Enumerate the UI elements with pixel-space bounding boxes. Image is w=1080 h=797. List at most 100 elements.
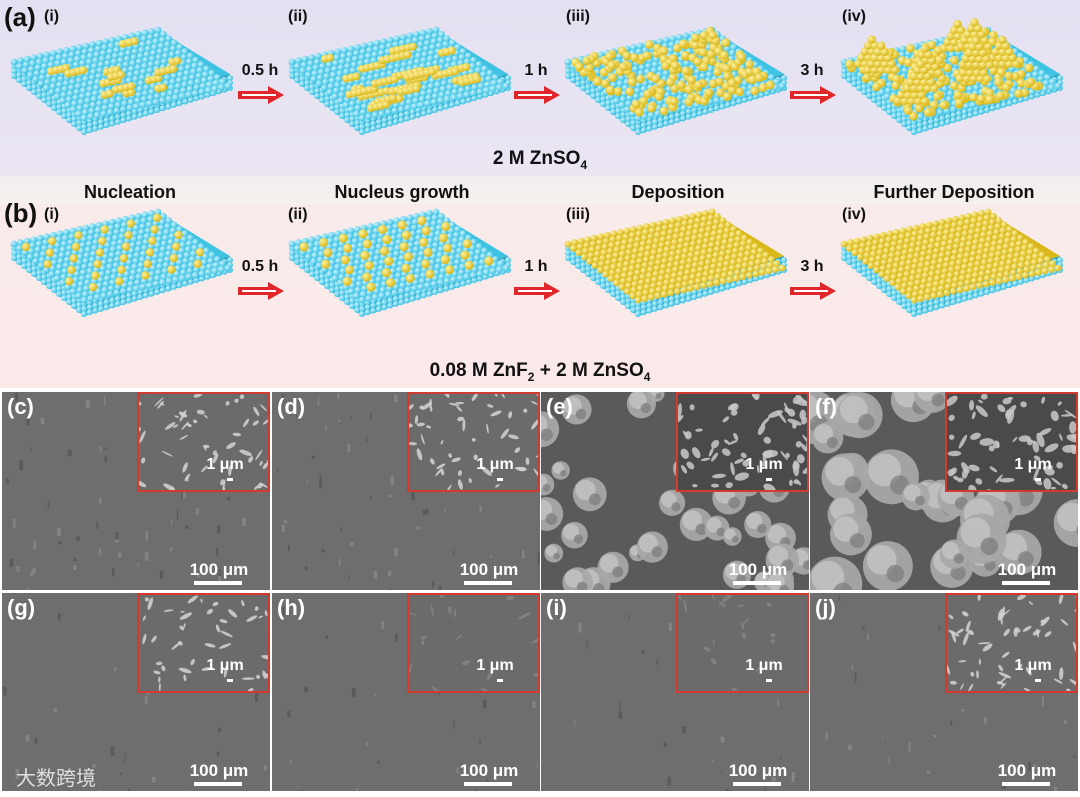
time-label-b-1: 0.5 h [241,258,279,275]
sem-inset-micrograph [139,394,268,490]
stage-label-deposition: Deposition [631,182,725,202]
sem-panel: 1 μm (e) 100 μm [541,392,809,590]
panel-a-i-label: (i) [44,8,60,25]
arrow-icon [238,282,284,300]
inset-scale-label: 1 μm [476,657,514,674]
scale-bar [733,782,781,786]
sem-inset: 1 μm [945,392,1078,492]
sem-panel: 1 μm (j) 100 μm [810,593,1078,791]
sem-panel-label: (f) [815,394,837,419]
arrow-icon [790,86,836,104]
scale-label: 100 μm [997,761,1057,780]
scale-bar [1002,581,1050,585]
scale-label: 100 μm [189,761,249,780]
inset-scale-label: 1 μm [206,456,244,473]
scale-bar [733,581,781,585]
inset-scale-label: 1 μm [206,657,244,674]
arrow-icon [238,86,284,104]
arrow-icon [514,86,560,104]
sem-panel: 1 μm (i) 100 μm [541,593,809,791]
electrolyte-label-b: 0.08 M ZnF2 + 2 M ZnSO4 [429,360,651,384]
time-label-a-2: 1 h [524,62,548,79]
scale-label: 100 μm [189,560,249,579]
sem-inset: 1 μm [676,593,809,693]
arrow-icon [514,282,560,300]
inset-scale-bar [497,478,503,481]
sem-inset-micrograph [678,394,807,490]
time-label-b-3: 3 h [800,258,824,275]
inset-scale-bar [1035,478,1041,481]
panel-a-iv-label: (iv) [842,8,866,25]
scale-label: 100 μm [728,560,788,579]
scale-label: 100 μm [997,560,1057,579]
inset-scale-bar [766,679,772,682]
scheme-a-iv [840,18,1063,135]
sem-panel-label: (g) [7,595,36,620]
panel-a-iii-label: (iii) [566,8,590,25]
scheme-a-i [10,26,233,135]
sem-inset-micrograph [947,394,1076,490]
panel-b-iv-label: (iv) [842,206,866,223]
sem-panel: 1 μm (f) 100 μm [810,392,1078,590]
sem-panel-label: (h) [277,595,306,620]
scheme-b-iii [564,208,787,317]
stage-label-background [0,176,1080,204]
scale-label: 100 μm [728,761,788,780]
inset-scale-bar [1035,679,1041,682]
sem-inset: 1 μm [407,392,540,492]
sem-panel-label: (j) [815,595,836,620]
panel-a-ii-label: (ii) [288,8,308,25]
sem-panel: 1 μm (g) 100 μm [2,593,270,791]
scheme-b-iv [840,208,1063,317]
panel-b-iii-label: (iii) [566,206,590,223]
scheme-b-i [10,208,233,317]
sem-inset: 1 μm [137,392,270,492]
scheme-a-ii [288,26,511,135]
stage-label-nucleation: Nucleation [83,182,176,202]
time-label-a-1: 0.5 h [241,62,279,79]
scheme-a-iii [564,26,787,135]
scale-label: 100 μm [459,761,519,780]
sem-inset-micrograph [678,595,807,691]
sem-panel-label: (e) [546,394,573,419]
sem-inset-micrograph [139,595,268,691]
sem-inset-micrograph [409,595,538,691]
scale-bar [194,782,242,786]
sem-inset: 1 μm [137,593,270,693]
scale-bar [1002,782,1050,786]
sem-inset: 1 μm [945,593,1078,693]
inset-scale-label: 1 μm [745,657,783,674]
scheme-b-ii [288,208,511,317]
sem-panel: 1 μm (c) 100 μm [2,392,270,590]
sem-inset: 1 μm [407,593,540,693]
sem-panel-label: (i) [546,595,567,620]
time-label-b-2: 1 h [524,258,548,275]
scale-bar [464,782,512,786]
inset-scale-label: 1 μm [476,456,514,473]
panel-b-ii-label: (ii) [288,206,308,223]
stage-label-nucleus-growth: Nucleus growth [334,182,470,202]
sem-inset: 1 μm [676,392,809,492]
arrow-icon [790,282,836,300]
sem-panel-label: (d) [277,394,306,419]
scale-bar [464,581,512,585]
inset-scale-bar [227,478,233,481]
inset-scale-bar [497,679,503,682]
sem-inset-micrograph [947,595,1076,691]
inset-scale-label: 1 μm [745,456,783,473]
panel-b-i-label: (i) [44,206,60,223]
inset-scale-label: 1 μm [1014,657,1052,674]
electrolyte-label-a: 2 M ZnSO4 [492,148,588,172]
sem-panel: 1 μm (d) 100 μm [272,392,540,590]
sem-panel-label: (c) [7,394,34,419]
scale-bar [194,581,242,585]
inset-scale-bar [227,679,233,682]
panel-b-label: (b) [4,198,38,228]
sem-panel: 1 μm (h) 100 μm [272,593,540,791]
inset-scale-bar [766,478,772,481]
time-label-a-3: 3 h [800,62,824,79]
inset-scale-label: 1 μm [1014,456,1052,473]
watermark: 大数跨境 [16,768,96,790]
stage-label-further-deposition: Further Deposition [873,182,1035,202]
